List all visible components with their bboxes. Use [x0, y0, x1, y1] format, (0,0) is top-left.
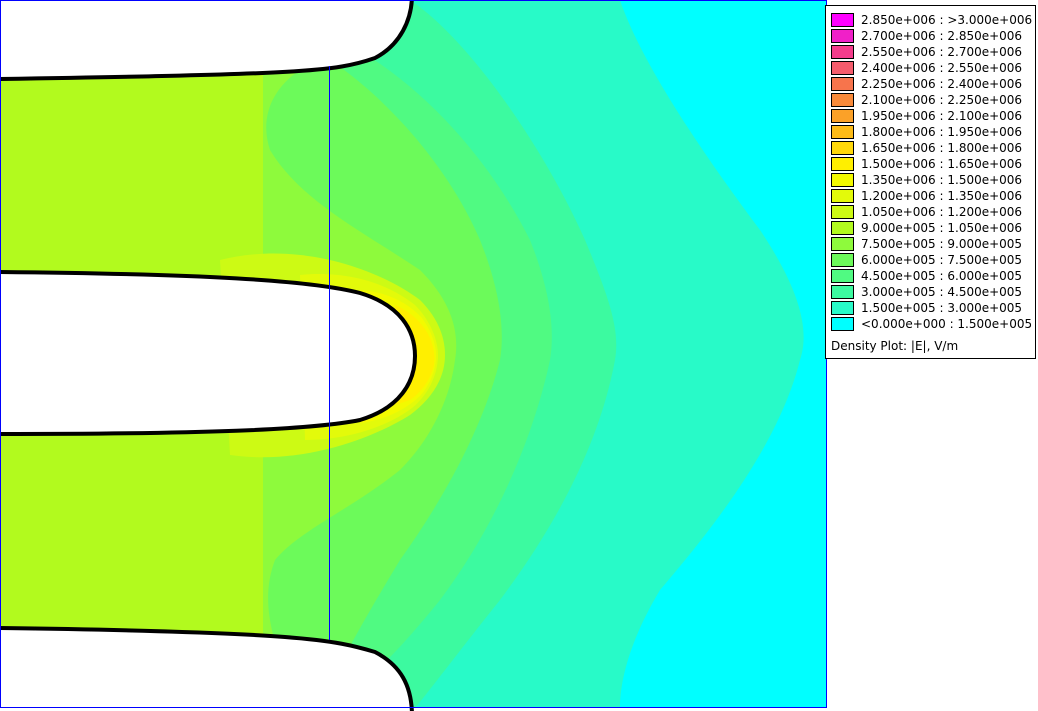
legend-swatch	[831, 77, 854, 91]
legend-label: 9.000e+005 : 1.050e+006	[861, 221, 1023, 235]
legend-label: 1.350e+006 : 1.500e+006	[861, 173, 1023, 187]
legend-swatch	[831, 221, 854, 235]
legend-entry: 1.500e+005 : 3.000e+005	[831, 300, 1031, 316]
electrode-middle	[0, 270, 418, 436]
legend-swatch	[831, 141, 854, 155]
legend-swatch	[831, 109, 854, 123]
legend-label: <0.000e+000 : 1.500e+005	[861, 317, 1033, 331]
legend-entry: 2.700e+006 : 2.850e+006	[831, 28, 1031, 44]
legend-swatch	[831, 45, 854, 59]
legend-entry: 4.500e+005 : 6.000e+005	[831, 268, 1031, 284]
electrode-bottom	[0, 626, 414, 711]
legend-label: 3.000e+005 : 4.500e+005	[861, 285, 1023, 299]
legend-entry: 1.200e+006 : 1.350e+006	[831, 188, 1031, 204]
legend-entry: 2.850e+006 : >3.000e+006	[831, 12, 1033, 28]
legend-entry: 1.950e+006 : 2.100e+006	[831, 108, 1031, 124]
legend-swatch	[831, 189, 854, 203]
legend-label: 1.950e+006 : 2.100e+006	[861, 109, 1023, 123]
legend-label: 7.500e+005 : 9.000e+005	[861, 237, 1023, 251]
legend-label: 2.550e+006 : 2.700e+006	[861, 45, 1023, 59]
legend-label: 2.400e+006 : 2.550e+006	[861, 61, 1023, 75]
legend-label: 2.250e+006 : 2.400e+006	[861, 77, 1023, 91]
legend-swatch	[831, 93, 854, 107]
legend-entry: 2.250e+006 : 2.400e+006	[831, 76, 1031, 92]
legend-label: 4.500e+005 : 6.000e+005	[861, 269, 1023, 283]
legend-entry: 1.350e+006 : 1.500e+006	[831, 172, 1031, 188]
legend-swatch	[831, 13, 854, 27]
legend-label: 6.000e+005 : 7.500e+005	[861, 253, 1023, 267]
legend-label: 2.850e+006 : >3.000e+006	[861, 13, 1033, 27]
legend-label: 1.050e+006 : 1.200e+006	[861, 205, 1023, 219]
legend-swatch	[831, 237, 854, 251]
legend-swatch	[831, 269, 854, 283]
legend-entry: 1.650e+006 : 1.800e+006	[831, 140, 1031, 156]
legend-label: 2.700e+006 : 2.850e+006	[861, 29, 1023, 43]
electrodes	[0, 0, 418, 711]
legend-entry: 1.500e+006 : 1.650e+006	[831, 156, 1031, 172]
density-legend: 2.850e+006 : >3.000e+006 2.700e+006 : 2.8…	[825, 5, 1036, 359]
legend-swatch	[831, 253, 854, 267]
legend-swatch	[831, 173, 854, 187]
legend-swatch	[831, 285, 854, 299]
legend-entry: 6.000e+005 : 7.500e+005	[831, 252, 1031, 268]
legend-entry: 2.550e+006 : 2.700e+006	[831, 44, 1031, 60]
legend-entry: 2.100e+006 : 2.250e+006	[831, 92, 1031, 108]
legend-label: 1.650e+006 : 1.800e+006	[861, 141, 1023, 155]
legend-entry: 3.000e+005 : 4.500e+005	[831, 284, 1031, 300]
legend-label: 2.100e+006 : 2.250e+006	[861, 93, 1023, 107]
legend-swatch	[831, 125, 854, 139]
legend-swatch	[831, 301, 854, 315]
legend-label: 1.500e+006 : 1.650e+006	[861, 157, 1023, 171]
legend-swatch	[831, 61, 854, 75]
legend-entry: 1.800e+006 : 1.950e+006	[831, 124, 1031, 140]
legend-swatch	[831, 29, 854, 43]
legend-label: 1.800e+006 : 1.950e+006	[861, 125, 1023, 139]
legend-entry: 1.050e+006 : 1.200e+006	[831, 204, 1031, 220]
legend-entry: 2.400e+006 : 2.550e+006	[831, 60, 1031, 76]
legend-entry: 9.000e+005 : 1.050e+006	[831, 220, 1031, 236]
electrode-top	[0, 0, 414, 81]
legend-label: 1.200e+006 : 1.350e+006	[861, 189, 1023, 203]
legend-swatch	[831, 317, 854, 331]
legend-entry: 7.500e+005 : 9.000e+005	[831, 236, 1031, 252]
legend-title: Density Plot: |E|, V/m	[831, 339, 959, 353]
legend-label: 1.500e+005 : 3.000e+005	[861, 301, 1023, 315]
legend-swatch	[831, 205, 854, 219]
legend-entry: <0.000e+000 : 1.500e+005	[831, 316, 1033, 332]
legend-swatch	[831, 157, 854, 171]
